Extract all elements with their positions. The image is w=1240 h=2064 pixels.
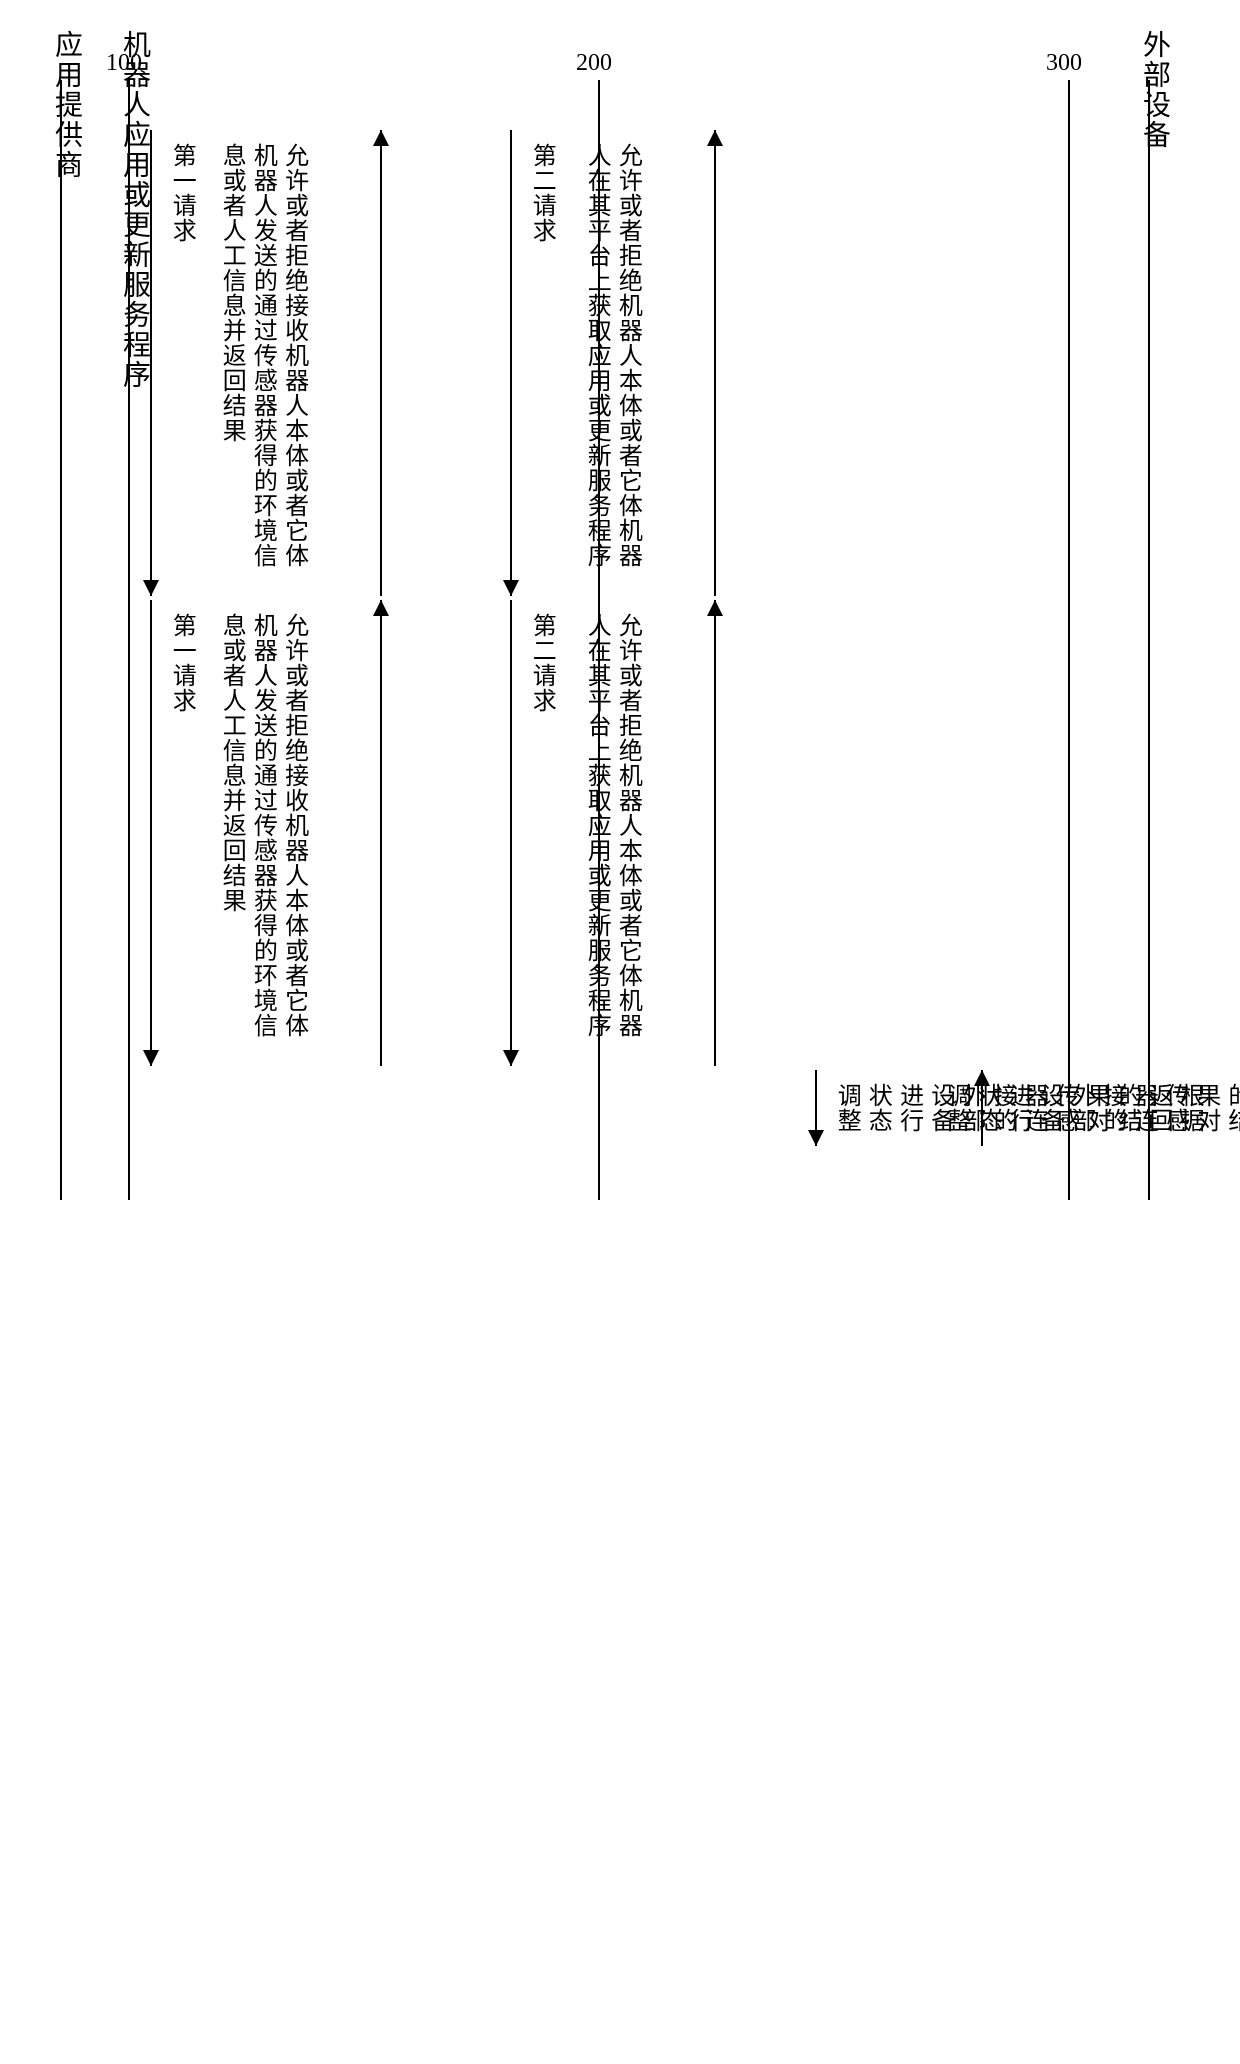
message-2: 第一请求: [165, 613, 196, 1053]
lifeline-number-n300: 300: [1046, 50, 1082, 77]
lifeline-label-external: 外部设备: [1134, 30, 1174, 150]
message-7: 允许或者拒绝机器人本体或者它体机器人在其平台上获取应用或更新服务程序: [580, 613, 642, 1053]
lifeline-n300: [1068, 80, 1070, 1200]
lifeline-number-robot: 100: [106, 50, 142, 77]
message-9: 根据返回的结果对传感器连接的外部设备进行状态调整: [940, 1083, 1240, 1133]
lifeline-label-robot: 机器人应用或更新服务程序: [114, 30, 154, 390]
message-4: 第二请求: [525, 143, 556, 583]
arrowhead-7: [707, 600, 723, 616]
arrowhead-9: [974, 1070, 990, 1086]
arrow-line-0: [150, 130, 152, 596]
arrowhead-0: [143, 580, 159, 596]
arrow-line-5: [714, 130, 716, 596]
lifeline-external: [1148, 80, 1150, 1200]
lifeline-provider: [60, 80, 62, 1200]
lifeline-robot: [128, 80, 130, 1200]
message-5: 允许或者拒绝机器人本体或者它体机器人在其平台上获取应用或更新服务程序: [580, 143, 642, 583]
message-3: 允许或者拒绝接收机器人本体或者它体机器人发送的通过传感器获得的环境信息或者人工信…: [215, 613, 309, 1053]
message-1: 允许或者拒绝接收机器人本体或者它体机器人发送的通过传感器获得的环境信息或者人工信…: [215, 143, 309, 583]
arrow-line-7: [714, 600, 716, 1066]
arrow-line-1: [380, 130, 382, 596]
lifeline-number-n200: 200: [576, 50, 612, 77]
arrowhead-3: [373, 600, 389, 616]
arrowhead-6: [503, 1050, 519, 1066]
arrowhead-4: [503, 580, 519, 596]
arrow-line-3: [380, 600, 382, 1066]
arrowhead-8: [808, 1130, 824, 1146]
sequence-diagram: 应用提供商机器人应用或更新服务程序100200300外部设备第一请求允许或者拒绝…: [20, 20, 1220, 2044]
lifeline-label-provider: 应用提供商: [46, 30, 86, 180]
arrow-line-2: [150, 600, 152, 1066]
message-6: 第二请求: [525, 613, 556, 1053]
arrowhead-5: [707, 130, 723, 146]
arrowhead-1: [373, 130, 389, 146]
arrow-line-6: [510, 600, 512, 1066]
message-0: 第一请求: [165, 143, 196, 583]
arrow-line-4: [510, 130, 512, 596]
arrowhead-2: [143, 1050, 159, 1066]
